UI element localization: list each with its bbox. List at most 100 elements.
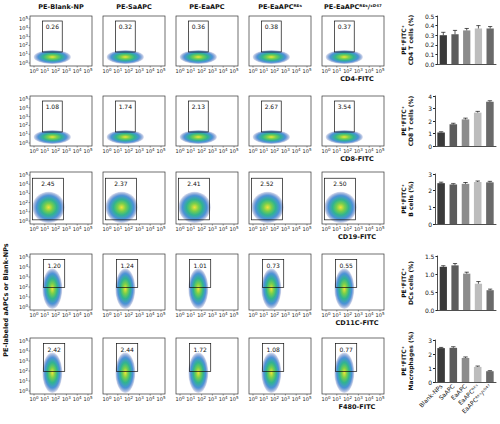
svg-text:100: 100 (176, 395, 185, 402)
svg-text:1: 1 (428, 130, 432, 137)
svg-text:101: 101 (19, 208, 28, 215)
svg-text:102: 102 (270, 395, 279, 402)
svg-text:103: 103 (281, 67, 290, 74)
svg-text:103: 103 (208, 147, 217, 154)
svg-text:103: 103 (19, 113, 28, 120)
svg-text:101: 101 (113, 395, 122, 402)
svg-text:103: 103 (19, 33, 28, 40)
svg-text:105: 105 (84, 311, 93, 318)
svg-text:102: 102 (51, 67, 60, 74)
svg-text:105: 105 (157, 311, 166, 318)
svg-text:103: 103 (135, 67, 144, 74)
svg-text:1.74: 1.74 (119, 103, 133, 110)
svg-text:101: 101 (186, 311, 195, 318)
svg-text:100: 100 (322, 395, 331, 402)
svg-text:0.4: 0.4 (425, 22, 435, 29)
svg-text:PE⁺FITC⁺: PE⁺FITC⁺ (400, 346, 407, 376)
svg-text:100: 100 (103, 311, 112, 318)
svg-text:CD11C-FITC: CD11C-FITC (336, 319, 379, 327)
svg-text:104: 104 (19, 263, 28, 270)
svg-text:103: 103 (135, 147, 144, 154)
svg-text:102: 102 (19, 199, 28, 206)
svg-text:102: 102 (124, 147, 133, 154)
svg-text:102: 102 (197, 225, 206, 232)
svg-text:102: 102 (197, 395, 206, 402)
svg-text:105: 105 (376, 147, 385, 154)
svg-text:PE-labeled aAPCs or Blank-NPs: PE-labeled aAPCs or Blank-NPs (2, 243, 10, 356)
svg-text:100: 100 (322, 311, 331, 318)
svg-text:100: 100 (19, 139, 28, 146)
svg-text:1.0: 1.0 (425, 271, 435, 278)
svg-text:100: 100 (176, 225, 185, 232)
svg-text:103: 103 (62, 67, 71, 74)
svg-text:102: 102 (124, 395, 133, 402)
svg-text:102: 102 (343, 147, 352, 154)
svg-text:100: 100 (30, 147, 39, 154)
svg-text:101: 101 (19, 377, 28, 384)
svg-text:101: 101 (259, 225, 268, 232)
svg-text:0.5: 0.5 (425, 289, 435, 296)
svg-text:4: 4 (428, 93, 432, 100)
svg-text:F480-FITC: F480-FITC (339, 403, 376, 411)
svg-text:2.52: 2.52 (260, 180, 274, 187)
svg-text:3: 3 (428, 337, 432, 344)
svg-text:0.2: 0.2 (425, 41, 435, 48)
svg-text:103: 103 (354, 311, 363, 318)
svg-text:105: 105 (376, 395, 385, 402)
svg-text:104: 104 (219, 225, 228, 232)
svg-text:PE⁺FITC⁺: PE⁺FITC⁺ (400, 184, 407, 214)
svg-text:0.32: 0.32 (119, 23, 133, 30)
svg-text:B cells (%): B cells (%) (407, 181, 414, 217)
svg-text:101: 101 (113, 147, 122, 154)
svg-text:101: 101 (113, 67, 122, 74)
svg-text:104: 104 (219, 67, 228, 74)
svg-text:102: 102 (270, 147, 279, 154)
svg-text:1.24: 1.24 (121, 262, 135, 269)
svg-text:102: 102 (51, 147, 60, 154)
svg-text:101: 101 (19, 50, 28, 57)
svg-text:104: 104 (292, 225, 301, 232)
svg-text:103: 103 (62, 147, 71, 154)
svg-text:2.13: 2.13 (192, 103, 206, 110)
svg-text:101: 101 (40, 147, 49, 154)
svg-text:105: 105 (157, 225, 166, 232)
svg-text:100: 100 (249, 147, 258, 154)
svg-text:105: 105 (303, 67, 312, 74)
svg-text:103: 103 (281, 147, 290, 154)
svg-text:101: 101 (332, 147, 341, 154)
svg-text:0.0: 0.0 (425, 61, 435, 68)
svg-text:105: 105 (84, 147, 93, 154)
svg-text:105: 105 (19, 95, 28, 102)
svg-text:EaAPCᴿᴱˢ/ᶜᴰ⁴⁷: EaAPCᴿᴱˢ/ᶜᴰ⁴⁷ (460, 382, 493, 415)
svg-text:100: 100 (19, 303, 28, 310)
svg-text:105: 105 (376, 311, 385, 318)
svg-text:2: 2 (428, 118, 432, 125)
svg-text:103: 103 (281, 225, 290, 232)
svg-text:102: 102 (343, 311, 352, 318)
svg-text:100: 100 (322, 147, 331, 154)
svg-text:PE⁺FITC⁺: PE⁺FITC⁺ (400, 268, 407, 298)
svg-text:104: 104 (73, 395, 82, 402)
svg-text:PE-EaAPCᴿᴱˢ: PE-EaAPCᴿᴱˢ (258, 3, 302, 11)
svg-text:102: 102 (19, 367, 28, 374)
svg-text:105: 105 (230, 311, 239, 318)
svg-text:CD4 T cells (%): CD4 T cells (%) (407, 14, 414, 65)
svg-text:101: 101 (40, 395, 49, 402)
svg-text:102: 102 (124, 225, 133, 232)
svg-text:102: 102 (270, 67, 279, 74)
svg-text:103: 103 (62, 225, 71, 232)
svg-text:100: 100 (19, 59, 28, 66)
svg-text:100: 100 (30, 225, 39, 232)
svg-text:1.20: 1.20 (48, 262, 62, 269)
svg-text:101: 101 (186, 395, 195, 402)
svg-text:3: 3 (428, 171, 432, 178)
svg-text:104: 104 (146, 225, 155, 232)
svg-text:104: 104 (19, 24, 28, 31)
svg-text:105: 105 (157, 147, 166, 154)
svg-text:100: 100 (19, 217, 28, 224)
svg-text:100: 100 (19, 387, 28, 394)
svg-text:105: 105 (84, 67, 93, 74)
svg-text:105: 105 (376, 225, 385, 232)
svg-text:0.1: 0.1 (425, 51, 435, 58)
svg-text:104: 104 (292, 147, 301, 154)
